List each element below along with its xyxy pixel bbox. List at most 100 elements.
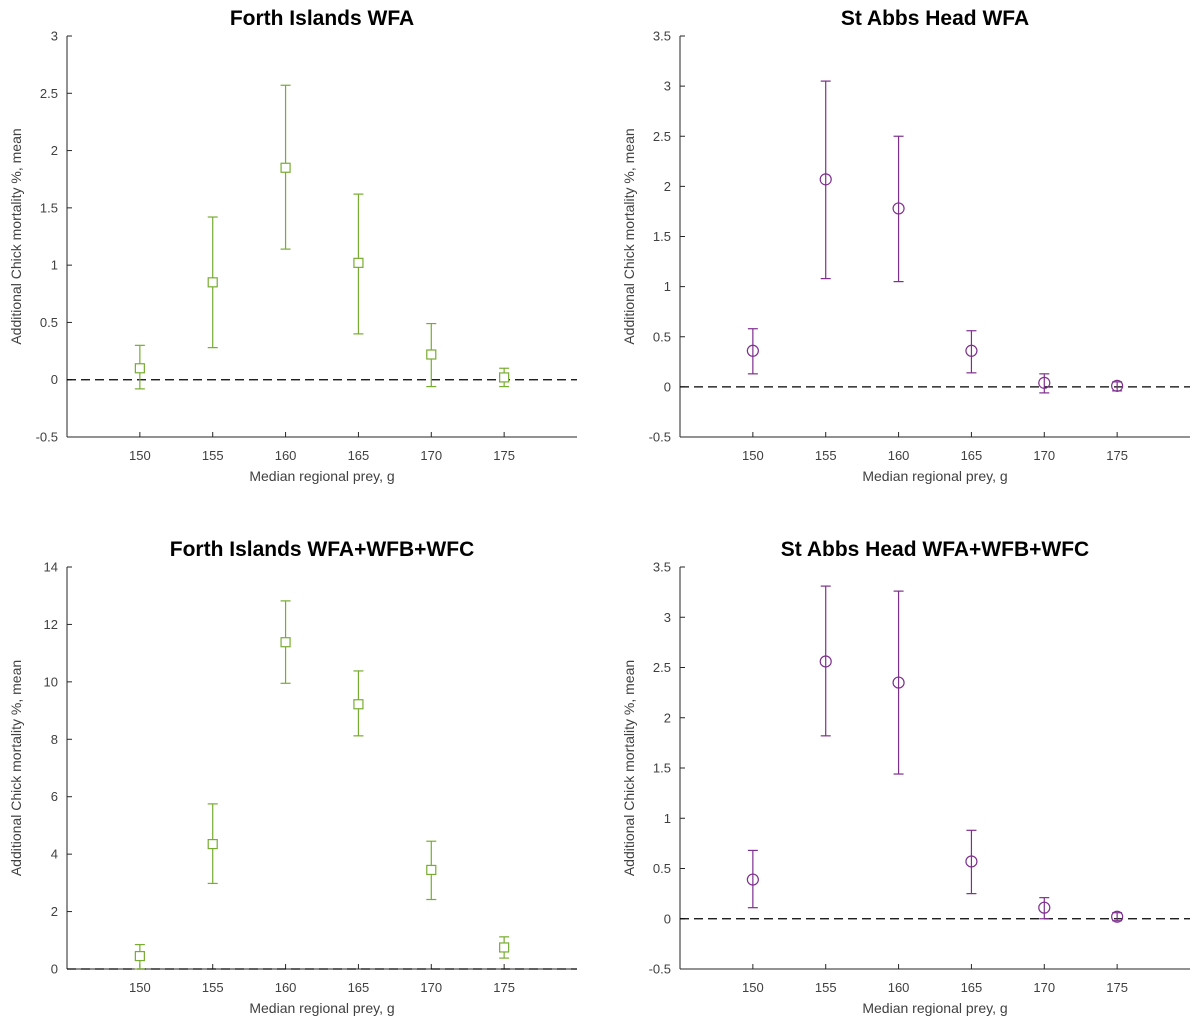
square-marker-165 [353, 257, 364, 268]
y-tick-label: 2.5 [653, 660, 671, 675]
error-bar-155 [820, 80, 831, 280]
error-bar-160 [893, 135, 904, 283]
y-tick-label: 3 [664, 610, 671, 625]
y-tick-label: 2.5 [40, 86, 58, 101]
y-axis-label: Additional Chick mortality %, mean [621, 128, 637, 344]
circle-marker-150 [746, 344, 759, 357]
x-tick-label: 155 [202, 448, 224, 463]
x-tick-label: 170 [420, 448, 442, 463]
panel-forth-wfa: Forth Islands WFA -0.5 0 0.5 1 1.5 2 2.5 3 150 155… [8, 7, 577, 484]
y-tick-label: 2 [664, 710, 671, 725]
y-tick-label: 2.5 [653, 129, 671, 144]
y-tick-label: 3.5 [653, 560, 671, 575]
square-marker-170 [426, 864, 437, 876]
y-tick-label: 6 [51, 789, 58, 804]
error-bar-165 [966, 829, 977, 895]
error-bar-170 [1039, 373, 1050, 394]
x-tick-label: 150 [742, 980, 764, 995]
x-axis-label: Median regional prey, g [249, 1000, 394, 1016]
x-tick-label: 150 [129, 980, 151, 995]
error-bar-150 [747, 328, 758, 375]
square-marker-155 [207, 838, 218, 850]
x-tick-label: 175 [1106, 980, 1128, 995]
y-tick-label: 0 [664, 379, 671, 394]
y-tick-label: 3.5 [653, 29, 671, 44]
y-tick-label: 1 [51, 258, 58, 273]
y-tick-label: 0.5 [653, 329, 671, 344]
circle-marker-150 [746, 873, 759, 886]
panel-stabbs-wfa: St Abbs Head WFA -0.5 0 0.5 1 1.5 2 2.5 3 3.5 150 1… [621, 7, 1190, 484]
y-tick-label: 3 [664, 79, 671, 94]
error-bar-155 [820, 585, 831, 737]
error-bar-165 [966, 330, 977, 374]
y-tick-label: 0 [51, 372, 58, 387]
y-axis-label: Additional Chick mortality %, mean [8, 660, 24, 876]
x-tick-label: 160 [888, 980, 910, 995]
y-tick-label: -0.5 [36, 430, 58, 445]
chart-title: St Abbs Head WFA [841, 7, 1029, 30]
circle-marker-170 [1038, 376, 1051, 389]
error-bar-175 [1112, 912, 1123, 922]
x-tick-label: 175 [493, 980, 515, 995]
x-axis-label: Median regional prey, g [249, 468, 394, 484]
panel-forth-wfabc: Forth Islands WFA+WFB+WFC 0 2 4 6 8 10 12 14 150 1… [8, 538, 577, 1016]
y-tick-label: 2 [51, 143, 58, 158]
square-marker-155 [207, 277, 218, 288]
error-bar-160 [893, 590, 904, 775]
y-tick-label: 8 [51, 732, 58, 747]
x-tick-label: 155 [815, 448, 837, 463]
x-tick-label: 165 [961, 448, 983, 463]
x-tick-label: 150 [742, 448, 764, 463]
square-marker-150 [134, 950, 145, 962]
circle-marker-155 [819, 655, 832, 668]
x-tick-label: 165 [348, 980, 370, 995]
x-axis-label: Median regional prey, g [862, 468, 1007, 484]
circle-marker-165 [965, 855, 978, 868]
y-tick-label: 1.5 [653, 229, 671, 244]
circle-marker-165 [965, 344, 978, 357]
y-axis-label: Additional Chick mortality %, mean [8, 128, 24, 344]
x-tick-label: 160 [888, 448, 910, 463]
error-bar-170 [1039, 897, 1050, 920]
x-tick-label: 165 [961, 980, 983, 995]
y-tick-label: 1 [664, 279, 671, 294]
y-tick-label: -0.5 [649, 962, 671, 977]
y-tick-label: 2 [51, 904, 58, 919]
y-tick-label: 14 [44, 560, 58, 575]
y-tick-label: 1 [664, 811, 671, 826]
x-tick-label: 150 [129, 448, 151, 463]
x-tick-label: 160 [275, 980, 297, 995]
panel-stabbs-wfabc: St Abbs Head WFA+WFB+WFC -0.5 0 0.5 1 1.5 2 2.5… [621, 538, 1190, 1016]
y-tick-label: 3 [51, 29, 58, 44]
y-tick-label: 0 [664, 911, 671, 926]
x-tick-label: 170 [1033, 448, 1055, 463]
y-tick-label: 1.5 [40, 200, 58, 215]
square-marker-165 [353, 699, 364, 710]
x-tick-label: 175 [493, 448, 515, 463]
chart-title: Forth Islands WFA [230, 7, 414, 30]
square-marker-150 [134, 363, 145, 374]
x-tick-label: 155 [202, 980, 224, 995]
circle-marker-175 [1111, 379, 1124, 392]
circle-marker-170 [1038, 901, 1051, 914]
y-tick-label: 1.5 [653, 761, 671, 776]
y-tick-label: 4 [51, 847, 58, 862]
square-marker-175 [499, 372, 510, 383]
x-tick-label: 160 [275, 448, 297, 463]
x-tick-label: 170 [1033, 980, 1055, 995]
y-axis-label: Additional Chick mortality %, mean [621, 660, 637, 876]
y-tick-label: 2 [664, 179, 671, 194]
error-bar-150 [747, 849, 758, 909]
chart-title: Forth Islands WFA+WFB+WFC [170, 538, 475, 561]
square-marker-170 [426, 349, 437, 360]
square-marker-160 [280, 162, 291, 173]
y-tick-label: 10 [44, 674, 58, 689]
square-marker-175 [499, 942, 510, 953]
y-tick-label: 0.5 [653, 861, 671, 876]
y-tick-label: 0 [51, 962, 58, 977]
x-tick-label: 175 [1106, 448, 1128, 463]
chart-title: St Abbs Head WFA+WFB+WFC [781, 538, 1089, 561]
x-axis-label: Median regional prey, g [862, 1000, 1007, 1016]
circle-marker-155 [819, 173, 832, 186]
